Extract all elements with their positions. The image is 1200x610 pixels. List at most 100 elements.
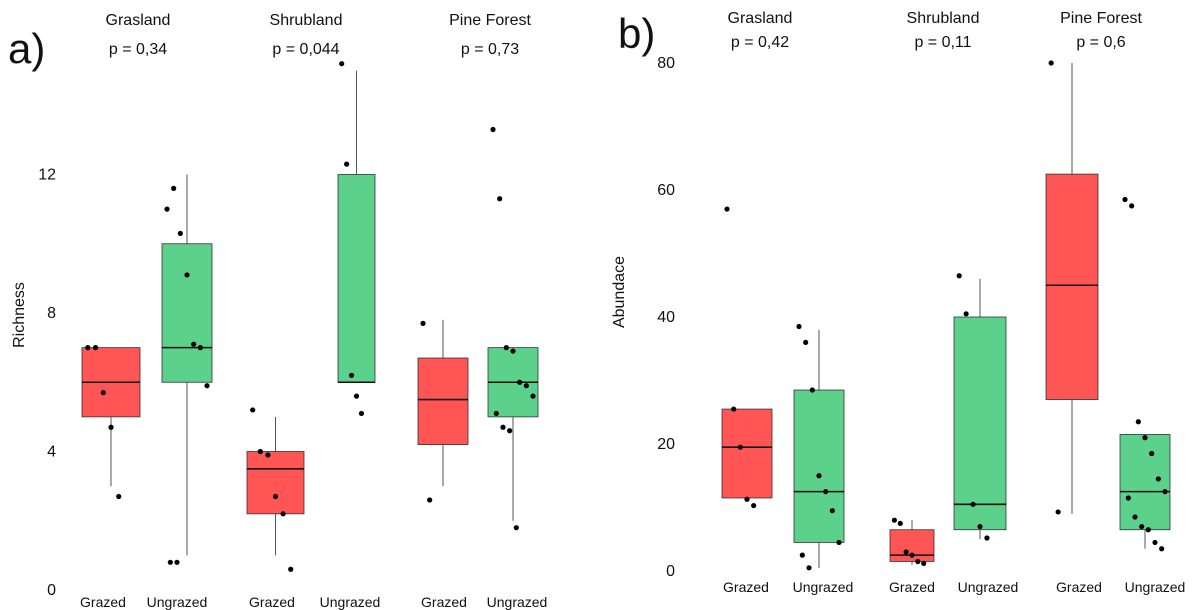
box-rect [1119,434,1171,531]
data-point [358,410,365,417]
group-label-ungrazed: Ungrazed [793,579,854,595]
data-point [751,502,757,509]
box-ungrazed [337,61,376,417]
data-point [1122,196,1128,203]
data-point [177,230,183,236]
data-point [909,552,915,558]
data-point [897,520,903,526]
data-point [921,560,927,566]
data-point [1142,435,1148,441]
y-tick-label: 80 [657,55,675,72]
facet-title: Pine Forest [449,12,531,29]
data-point [1055,509,1061,515]
data-point [174,559,180,565]
data-point [963,311,969,317]
data-point [799,552,805,558]
data-point [1129,203,1135,209]
data-point [1159,546,1165,552]
data-point [497,196,503,202]
facet-shrubland: Shrubland p = 0,044 Grazed Ungrazed [246,12,380,610]
data-point [92,345,99,351]
facet-pine-forest: Pine Forest p = 0,73 Grazed Ungrazed [417,12,548,610]
box-rect [953,316,1007,531]
group-label-grazed: Grazed [80,594,126,610]
box-ungrazed [793,323,845,571]
data-point [339,61,345,67]
box-grazed [81,345,141,500]
p-value-label: p = 0,34 [109,41,167,58]
box-grazed [246,407,305,572]
group-label-grazed: Grazed [1056,579,1102,595]
group-label-grazed: Grazed [889,579,935,595]
data-point [1139,523,1145,530]
data-point [344,161,350,167]
data-point [1162,489,1168,495]
data-point [197,345,203,351]
group-label-grazed: Grazed [421,594,467,610]
y-tick-label: 40 [657,309,675,326]
p-value-label: p = 0,6 [1076,34,1125,51]
data-point [100,390,106,396]
panel-b-label: b) [618,10,655,57]
facet-title: Grasland [728,10,793,27]
y-tick-label: 12 [38,167,56,184]
data-point [903,549,909,555]
box-grazed [417,319,469,503]
box-grazed [1045,60,1099,515]
data-point [1132,514,1138,520]
data-point [1152,539,1158,546]
data-point [984,535,990,541]
data-point [806,565,812,571]
data-point [1155,476,1161,482]
group-label-grazed: Grazed [723,579,769,595]
data-point [490,126,496,133]
data-point [737,444,743,450]
box-rect [337,174,376,383]
richness-y-ticks: 0 4 8 12 [38,167,56,600]
box-rect [1045,173,1099,400]
data-point [836,539,842,546]
data-point [108,424,114,430]
box-ungrazed [487,126,539,531]
data-point [1135,419,1141,425]
data-point [915,558,921,565]
y-tick-label: 0 [47,582,56,599]
box-ungrazed [161,174,213,565]
y-tick-label: 60 [657,182,675,199]
box-rect [793,389,845,543]
data-point [257,448,263,455]
facet-pine-forest: Pine Forest p = 0,6 Grazed Ungrazed [1045,10,1185,595]
abundance-y-ticks: 0 20 40 60 80 [657,55,675,580]
y-tick-label: 0 [666,563,675,580]
data-point [280,511,286,517]
data-point [288,566,294,572]
data-point [500,424,506,430]
facet-title: Grasland [106,12,171,29]
y-tick-label: 20 [657,436,675,453]
p-value-label: p = 0,044 [272,41,339,58]
box-rect [721,408,773,499]
data-point [731,406,737,412]
data-point [164,206,170,212]
data-point [970,501,976,507]
data-point [816,473,822,479]
data-point [803,339,809,345]
box-ungrazed [953,273,1007,541]
richness-axis-label: Richness [11,282,28,348]
group-label-ungrazed: Ungrazed [487,594,548,610]
data-point [724,206,730,212]
data-point [191,341,197,347]
data-point [420,320,426,326]
data-point [530,393,536,399]
data-point [891,517,898,523]
facet-grasland: Grasland p = 0,42 Grazed Ungrazed [721,10,854,595]
facet-title: Shrubland [270,12,343,29]
data-point [956,273,962,279]
data-point [1048,60,1054,66]
data-point [809,387,815,393]
data-point [353,393,360,399]
data-point [184,272,190,278]
data-point [348,372,355,378]
